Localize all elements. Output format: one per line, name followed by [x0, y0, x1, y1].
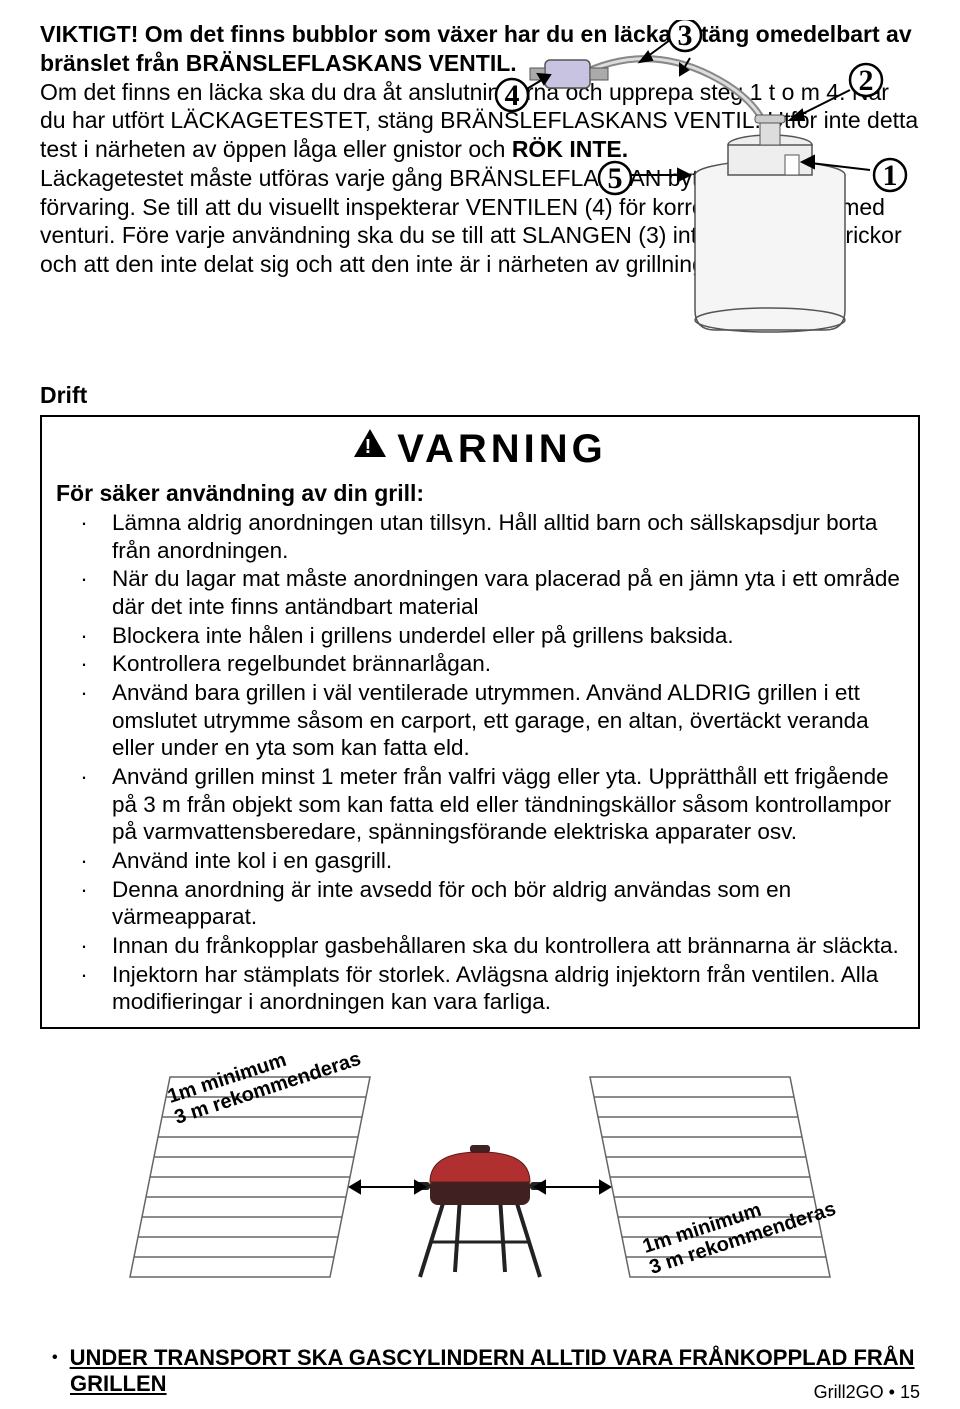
warning-box: ! VARNING För säker användning av din gr…	[40, 415, 920, 1029]
svg-text:2: 2	[859, 64, 874, 97]
svg-text:3: 3	[678, 20, 693, 52]
gas-cylinder-figure: 3 4 2 1 5	[490, 20, 920, 340]
bullet-item: ·När du lagar mat måste anordningen vara…	[56, 565, 904, 620]
svg-text:4: 4	[505, 79, 520, 112]
warning-bullet-list: ·Lämna aldrig anordningen utan tillsyn. …	[56, 509, 904, 1016]
svg-text:!: !	[365, 436, 376, 458]
square-bullet-icon: •	[52, 1349, 58, 1366]
svg-text:5: 5	[608, 162, 623, 195]
warning-title-text: VARNING	[397, 427, 606, 471]
bullet-item: ·Injektorn har stämplats för storlek. Av…	[56, 961, 904, 1016]
drift-heading: Drift	[40, 382, 920, 409]
clearance-figure: 1m minimum3 m rekommenderas 1m minimum3 …	[110, 1047, 850, 1327]
bullet-item: ·Lämna aldrig anordningen utan tillsyn. …	[56, 509, 904, 564]
svg-text:1: 1	[883, 159, 898, 192]
bullet-item: ·Kontrollera regelbundet brännarlågan.	[56, 650, 904, 678]
bullet-item: ·Blockera inte hålen i grillens underdel…	[56, 622, 904, 650]
page-footer: Grill2GO • 15	[814, 1382, 920, 1403]
bullet-item: ·Använd inte kol i en gasgrill.	[56, 847, 904, 875]
warning-title: ! VARNING	[56, 423, 904, 472]
bullet-item: ·Innan du frånkopplar gasbehållaren ska …	[56, 932, 904, 960]
warning-lead: För säker användning av din grill:	[56, 480, 904, 507]
transport-note: •UNDER TRANSPORT SKA GASCYLINDERN ALLTID…	[70, 1345, 920, 1397]
intro-section: VIKTIGT! Om det finns bubblor som växer …	[40, 20, 920, 380]
bullet-item: ·Använd bara grillen i väl ventilerade u…	[56, 679, 904, 762]
bullet-item: ·Använd grillen minst 1 meter från valfr…	[56, 763, 904, 846]
warning-icon: !	[353, 423, 387, 468]
bullet-item: ·Denna anordning är inte avsedd för och …	[56, 876, 904, 931]
